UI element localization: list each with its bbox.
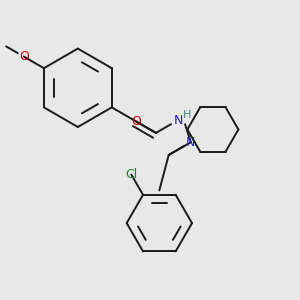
Text: N: N	[173, 114, 183, 127]
Text: N: N	[186, 136, 196, 149]
Text: Cl: Cl	[125, 168, 137, 181]
Text: H: H	[183, 110, 192, 119]
Text: O: O	[131, 115, 141, 128]
Text: O: O	[19, 50, 28, 63]
